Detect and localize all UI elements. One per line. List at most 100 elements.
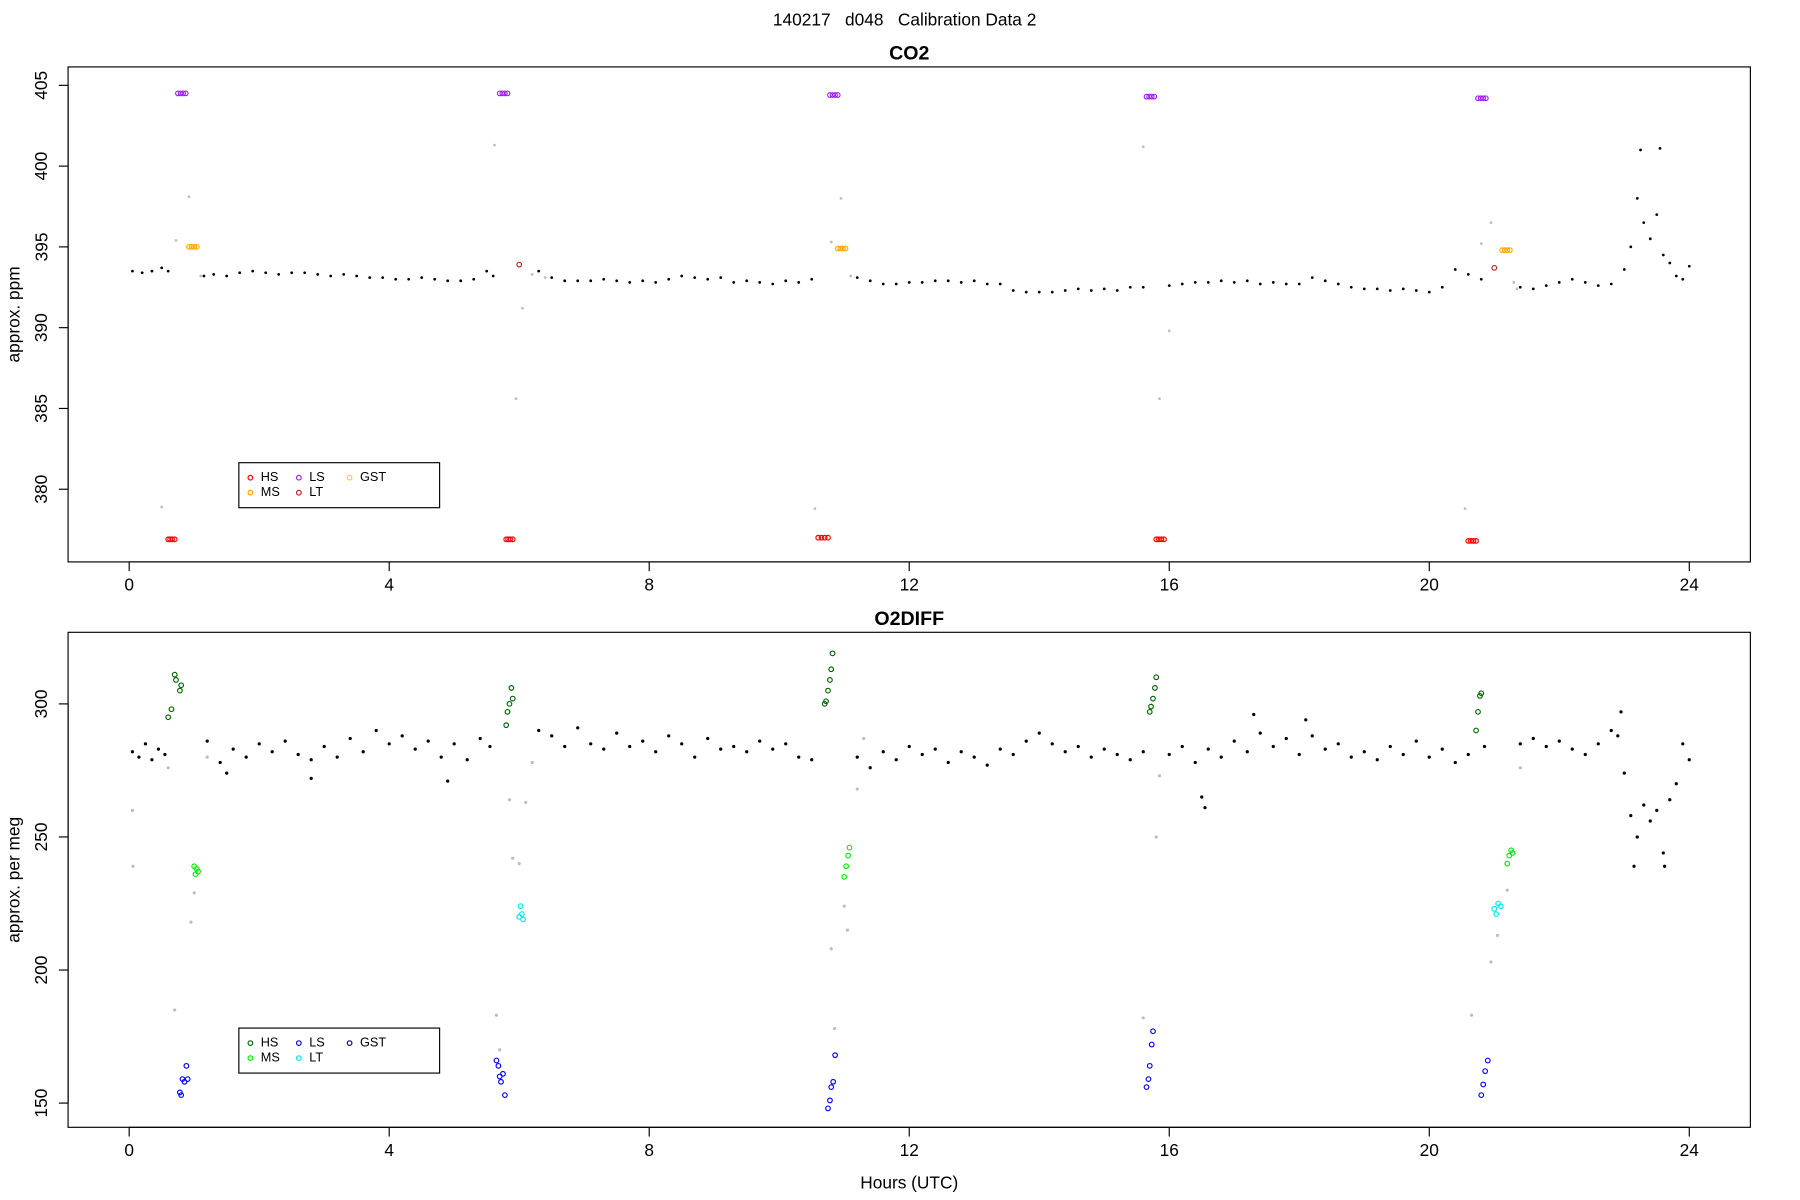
data-point <box>507 798 512 802</box>
data-point <box>1076 287 1080 291</box>
data-point <box>296 752 300 757</box>
data-point <box>1375 287 1379 291</box>
data-point <box>1297 752 1301 757</box>
data-point <box>680 742 684 746</box>
data-point <box>868 279 872 283</box>
data-point <box>231 747 235 751</box>
data-point <box>985 763 989 767</box>
data-point <box>348 736 352 741</box>
data-point <box>1143 93 1150 100</box>
data-point <box>189 920 193 924</box>
data-point <box>303 271 307 275</box>
data-point <box>511 856 515 860</box>
data-point <box>829 240 833 244</box>
data-point <box>1037 290 1041 294</box>
data-point <box>825 687 831 694</box>
panel-title: O2DIFF <box>874 608 944 630</box>
data-point <box>1648 819 1652 823</box>
data-point <box>1596 284 1600 288</box>
data-point <box>509 695 516 702</box>
data-point <box>1388 744 1392 749</box>
legend-label: LT <box>309 485 323 499</box>
data-point <box>1336 282 1340 286</box>
data-point <box>131 864 135 868</box>
panel-title: CO2 <box>889 42 929 64</box>
data-point <box>615 279 619 283</box>
data-point <box>1206 281 1210 284</box>
data-point <box>537 269 541 273</box>
data-point <box>1629 814 1633 818</box>
data-point <box>1414 289 1418 292</box>
data-point <box>309 776 313 781</box>
data-point <box>1157 774 1162 778</box>
x-tick-label: 4 <box>384 575 394 595</box>
data-point <box>342 272 346 276</box>
data-point <box>1583 281 1587 284</box>
data-point <box>920 752 924 757</box>
data-point <box>654 281 658 284</box>
data-point <box>1505 888 1509 892</box>
data-point <box>784 742 788 746</box>
data-point <box>832 1026 837 1031</box>
data-point <box>827 677 833 683</box>
x-tick-label: 0 <box>124 1140 134 1160</box>
data-point <box>845 928 850 932</box>
data-point <box>182 90 189 97</box>
data-point <box>972 279 976 283</box>
data-point <box>1681 742 1685 746</box>
data-point <box>1632 864 1636 868</box>
data-point <box>667 734 671 738</box>
data-point <box>1232 739 1236 743</box>
data-point <box>485 269 489 273</box>
legend-marker <box>247 489 254 496</box>
data-point <box>855 787 859 791</box>
y-tick-label: 385 <box>31 394 51 423</box>
data-point <box>494 1013 499 1017</box>
data-point <box>933 279 937 283</box>
data-point <box>329 274 333 278</box>
data-point <box>1661 253 1665 257</box>
data-point <box>1463 507 1467 510</box>
data-point <box>1063 289 1067 292</box>
data-point <box>191 244 198 250</box>
data-point <box>745 750 749 754</box>
data-point <box>1518 285 1522 289</box>
data-point <box>1681 277 1685 281</box>
data-point <box>500 1070 506 1077</box>
data-point <box>1193 760 1197 765</box>
data-point <box>530 272 534 276</box>
data-point <box>1141 1016 1145 1020</box>
data-point <box>1497 903 1504 910</box>
data-point <box>563 279 567 283</box>
legend-marker <box>247 474 254 481</box>
data-point <box>251 269 255 273</box>
data-point <box>1477 95 1484 102</box>
data-point <box>413 747 417 751</box>
data-point <box>137 755 141 759</box>
data-point <box>426 739 430 743</box>
data-point <box>771 747 775 751</box>
data-point <box>1151 93 1158 100</box>
data-point <box>1349 755 1353 759</box>
x-tick-label: 4 <box>384 1140 394 1160</box>
y-tick-label: 405 <box>31 71 51 100</box>
legend-marker <box>295 1055 302 1061</box>
data-point <box>1297 282 1301 286</box>
data-point <box>502 90 508 97</box>
x-tick-label: 16 <box>1160 1140 1179 1160</box>
data-point <box>1475 95 1481 102</box>
data-point <box>166 269 170 273</box>
data-point <box>504 708 511 715</box>
data-point <box>719 747 723 751</box>
data-point <box>1252 712 1256 717</box>
legend-marker <box>247 1040 254 1046</box>
data-point <box>1482 95 1489 102</box>
data-point <box>1193 281 1197 284</box>
data-point <box>1152 685 1158 691</box>
data-point <box>1674 782 1678 786</box>
data-point <box>496 90 503 97</box>
data-point <box>205 739 209 743</box>
data-point <box>493 143 496 147</box>
data-point <box>1619 710 1623 714</box>
